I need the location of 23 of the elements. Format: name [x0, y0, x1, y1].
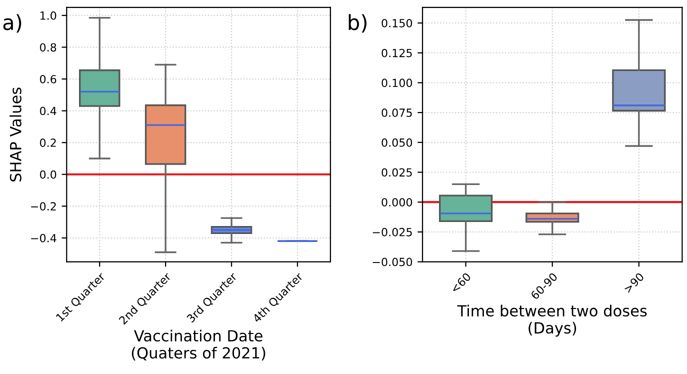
x-axis-title: Vaccination Date (Quaters of 2021) — [132, 330, 266, 360]
y-tick-label: 0.150 — [382, 18, 412, 28]
x-axis-title: Time between two doses (Days) — [457, 304, 647, 337]
chart-title: a) — [3, 14, 22, 33]
chart-title: b) — [348, 14, 366, 33]
y-tick-label: 0.125 — [382, 48, 412, 58]
y-tick-label: 0.075 — [382, 108, 412, 117]
y-tick-label: 0.6 — [40, 74, 56, 84]
y-tick-label: −0.025 — [372, 228, 412, 236]
y-tick-label: 0.0 — [40, 170, 56, 179]
y-tick-label: 1.0 — [40, 11, 56, 20]
y-axis-title: SHAP Values — [10, 88, 22, 182]
y-tick-label: −0.050 — [372, 258, 412, 266]
y-tick-label: 0.025 — [382, 168, 412, 177]
y-tick-label: −0.4 — [31, 234, 56, 242]
y-tick-label: 0.4 — [40, 106, 56, 116]
y-tick-label: 0.2 — [40, 138, 56, 147]
x-tick-label: <60 — [450, 272, 472, 294]
y-tick-label: −0.2 — [31, 202, 56, 211]
y-tick-label: 0.100 — [382, 78, 412, 88]
y-tick-label: 0.000 — [382, 198, 412, 206]
y-tick-label: 0.050 — [382, 138, 412, 147]
y-tick-label: 0.8 — [40, 43, 56, 52]
